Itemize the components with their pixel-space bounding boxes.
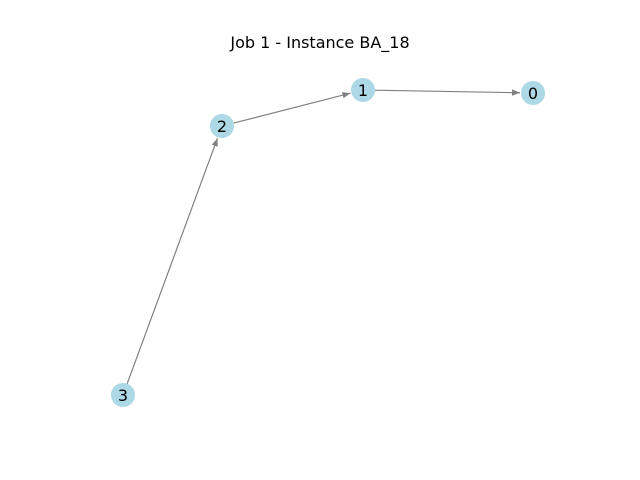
node-circle [210,114,234,138]
edge-1-to-0 [374,89,521,96]
edge-3-to-2 [126,137,219,384]
node-1: 1 [351,78,375,102]
node-0: 0 [521,81,545,105]
node-circle [351,78,375,102]
nodes-layer: 0 1 2 3 [111,78,545,407]
node-label: 0 [528,84,538,103]
node-label: 1 [358,81,368,100]
node-label: 2 [217,117,227,136]
node-label: 3 [118,386,128,405]
node-2: 2 [210,114,234,138]
edges-layer [126,89,521,384]
node-circle [111,383,135,407]
edge-2-to-1 [233,92,351,124]
diagram-title: Job 1 - Instance BA_18 [230,33,410,52]
node-3: 3 [111,383,135,407]
node-circle [521,81,545,105]
